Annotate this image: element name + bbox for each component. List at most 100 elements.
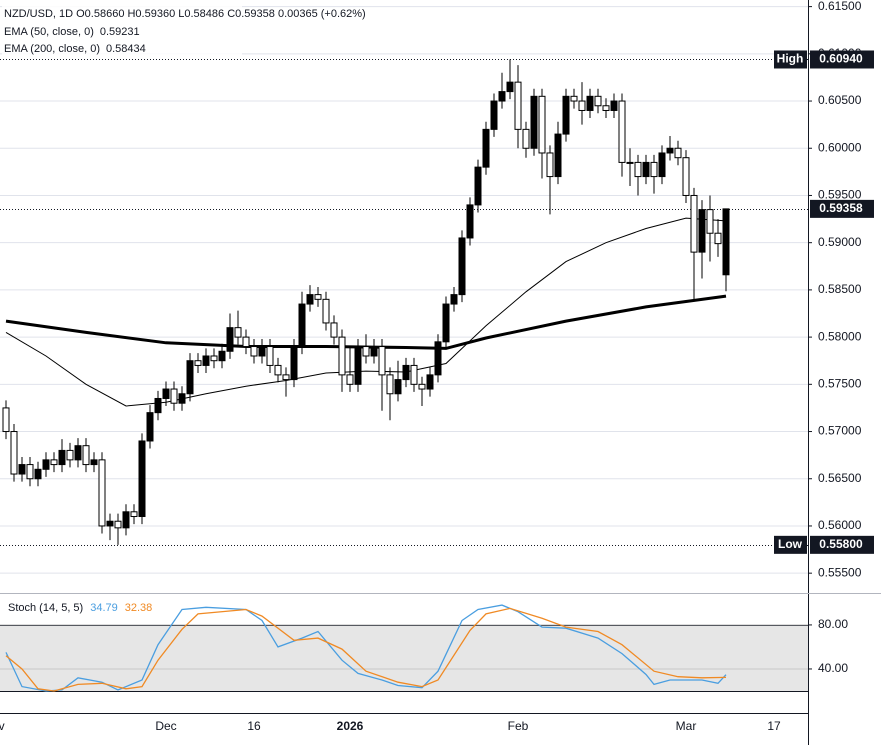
y-tick-label: 0.58500 [818,282,862,296]
candle-body [186,360,194,395]
marker-name: Low [778,537,803,551]
candle-body [562,95,570,135]
candle-body [690,194,698,253]
candle-body [378,346,386,376]
stoch-pane: 80.00 40.00 Stoch (14, 5, 5) 34.79 32.38 [0,602,848,692]
candle-body [530,95,538,149]
candle-body [58,449,66,466]
candle-body [42,459,50,470]
candle-body [274,364,282,376]
candle-body [642,161,650,178]
candle-body [634,161,642,178]
candle-body [90,459,98,466]
candle-body [154,397,162,414]
candle-body [650,161,658,178]
legend-value: 0.59231 [100,26,140,38]
candle-body [586,95,594,111]
candle-body [466,204,474,239]
candle-body [290,346,298,381]
plot [0,59,808,546]
y-tick-label: 0.59500 [818,188,862,202]
marker-name-box [774,50,807,69]
candle-body [122,511,130,529]
stoch-line [5,604,727,692]
candle-body [202,355,210,366]
chart-title: NZD/USD, 1D O0.58660 H0.59360 L0.58486 C… [4,8,366,20]
candle-body [698,209,706,253]
candle-body [322,298,330,324]
legend-value: 0.58434 [106,43,146,55]
candle-body [338,336,346,376]
stoch-value: 32.38 [125,602,153,614]
price-label: 0.60940 [819,52,863,66]
candle-body [210,355,218,362]
y-tick-label: 0.56500 [818,471,862,485]
candle-body [482,128,490,168]
x-tick-label: 17 [767,719,781,733]
candle-body [666,147,674,154]
y-tick-label: 40.00 [818,661,848,675]
candle-body [674,147,682,159]
candle-body [546,152,554,178]
marker-name: High [777,52,804,66]
candle-body [74,445,82,461]
candle-body [426,374,434,390]
candle-body [362,346,370,357]
candle-body [602,105,610,111]
candle-body [386,374,394,395]
legend-bg [2,5,242,57]
candle-body [282,374,290,381]
candle-body [370,346,378,357]
y-tick-label: 0.61500 [818,0,862,13]
y-tick-label: 80.00 [818,617,848,631]
candle-body [658,152,666,178]
candle-body [554,133,562,178]
candle-body [178,393,186,404]
candle-body [682,157,690,196]
candle-body [394,379,402,395]
x-tick-label: Mar [676,719,697,733]
x-tick-label: Nov [0,719,5,733]
candle-body [706,209,714,234]
candle-body [34,468,42,480]
candle-body [258,346,266,357]
price-pane: 0.55500 0.56000 0.56500 0.57000 0.57500 0.580… [0,0,874,733]
x-tick-label: 16 [247,719,261,733]
y-tick-label: 0.57000 [818,424,862,438]
candle-body [490,100,498,130]
y-tick-label: 0.57500 [818,376,862,390]
candle-body [570,95,578,102]
candle-body [10,431,18,475]
candle-body [498,91,506,102]
legend-name: EMA (50, close, 0) [4,26,94,38]
legend-entry: EMA (200, close, 0) 0.58434 [4,43,146,55]
candle-body [506,81,514,93]
candle-body [722,208,730,276]
candle-body [442,303,450,343]
ema-line [5,217,727,407]
candle-body [522,128,530,149]
candle-body [162,388,170,399]
legend-entry: EMA (50, close, 0) 0.59231 [4,26,140,38]
legend-name: EMA (200, close, 0) [4,43,100,55]
candle-body [450,294,458,305]
candle-body [594,95,602,107]
x-tick-label: Feb [508,719,529,733]
stoch-name: Stoch (14, 5, 5) [8,602,83,614]
candle-body [618,100,626,163]
x-tick-label: 2026 [337,719,364,733]
candle-body [330,322,338,338]
candle-body [18,464,26,475]
candle-body [626,161,634,164]
candle-body [610,100,618,111]
ema-line [5,294,727,350]
stoch-value: 34.79 [90,602,118,614]
candle-body [410,364,418,385]
candle-body [130,511,138,518]
candle-body [402,364,410,381]
y-tick-label: 0.56000 [818,518,862,532]
candle-body [146,412,154,442]
stoch-line [5,607,727,692]
candle-body [250,346,258,357]
